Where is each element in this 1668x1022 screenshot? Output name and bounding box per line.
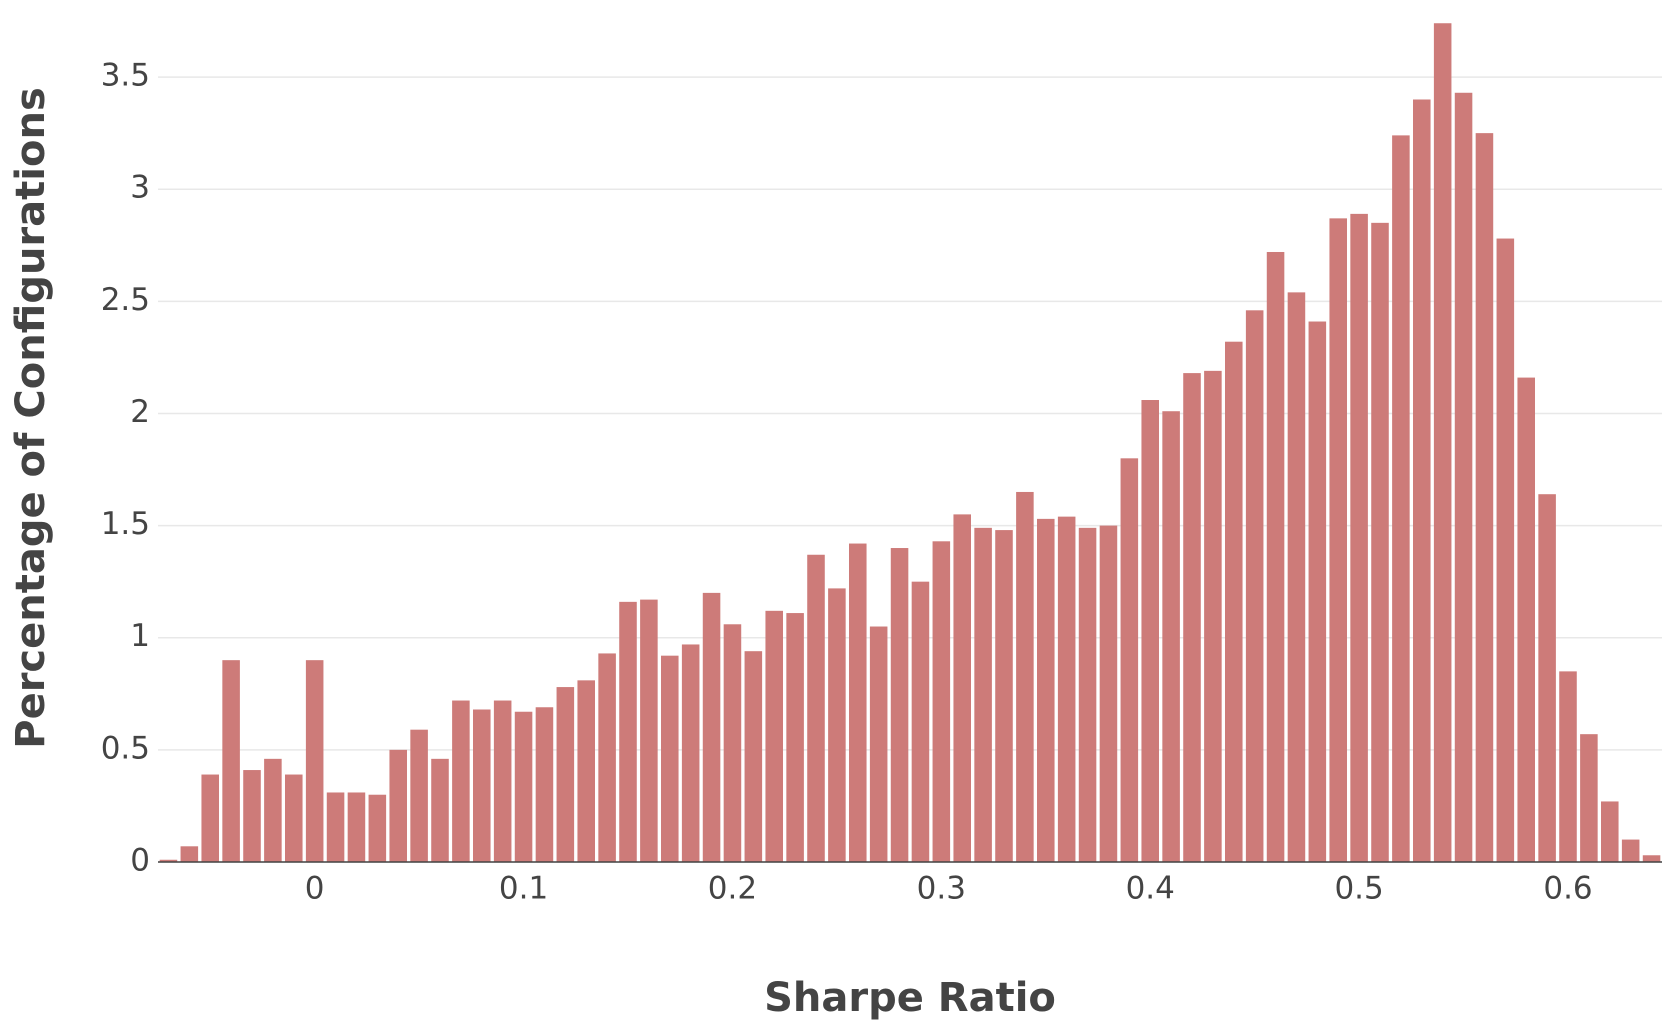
bar (243, 770, 261, 862)
bar (535, 707, 554, 862)
bar (368, 794, 387, 862)
bar (1601, 801, 1619, 862)
bar (1057, 516, 1076, 862)
bar (180, 846, 199, 862)
bar (1538, 494, 1556, 862)
bar (1454, 92, 1473, 863)
bar (1266, 251, 1285, 863)
bar (556, 687, 575, 862)
bar (1078, 527, 1097, 862)
y-tick-label: 0.5 (101, 730, 150, 766)
bar (786, 613, 804, 862)
bar (911, 581, 930, 862)
bar (473, 709, 491, 862)
bar (1350, 213, 1368, 863)
bar (723, 624, 742, 862)
y-axis-title: Percentage of Configurations (8, 87, 54, 748)
bar (1496, 238, 1515, 862)
x-axis-title: Sharpe Ratio (764, 975, 1056, 1021)
bar (995, 530, 1013, 862)
bar (1392, 135, 1410, 863)
bar (577, 680, 595, 862)
bar (765, 610, 783, 862)
bar (1183, 373, 1201, 862)
bar (493, 700, 512, 862)
bar (1559, 671, 1577, 862)
bar (1621, 839, 1640, 862)
bar (1016, 491, 1034, 862)
bar (681, 644, 700, 862)
x-tick-label: 0.3 (917, 871, 966, 907)
bar (807, 554, 825, 862)
bar (1141, 400, 1159, 862)
bar (869, 626, 888, 862)
y-tick-label: 3 (130, 170, 150, 206)
bar (222, 660, 240, 862)
bar (661, 655, 679, 862)
bar (953, 514, 971, 862)
bar (932, 541, 951, 862)
bar (389, 749, 407, 862)
y-tick-label: 1.5 (101, 506, 150, 542)
x-tick-label: 0.4 (1126, 871, 1175, 907)
bar (1413, 99, 1431, 862)
bar (326, 792, 345, 862)
bar (285, 774, 303, 862)
bar (1308, 321, 1327, 862)
x-tick-label: 0.2 (708, 871, 757, 907)
bar (1433, 23, 1452, 862)
y-tick-label: 3.5 (101, 58, 150, 94)
x-tick-label: 0.6 (1543, 871, 1592, 907)
bar (1120, 458, 1139, 862)
bar (890, 548, 909, 862)
bar (1580, 734, 1598, 862)
bar (1287, 292, 1306, 862)
bar (410, 729, 428, 862)
bar (1475, 133, 1494, 863)
bar (619, 601, 637, 862)
x-tick-label: 0 (305, 871, 325, 907)
bar (1225, 341, 1243, 863)
bar (201, 774, 219, 862)
bar (347, 792, 366, 862)
y-tick-label: 1 (130, 618, 150, 654)
bar (431, 758, 449, 862)
x-tick-label: 0.1 (499, 871, 548, 907)
bar (828, 588, 846, 862)
bar (1245, 310, 1264, 863)
bar (1162, 411, 1180, 862)
bar (1037, 518, 1055, 862)
bar (849, 543, 867, 862)
y-tick-label: 0 (130, 843, 150, 879)
bar (1099, 525, 1118, 862)
bar (1517, 377, 1535, 862)
bar (744, 651, 763, 862)
bar (702, 592, 721, 862)
bar (974, 527, 992, 862)
bar (1642, 855, 1661, 862)
bar (159, 859, 178, 862)
y-tick-label: 2 (130, 394, 150, 430)
bar (598, 653, 616, 862)
bar (452, 700, 470, 862)
bar (514, 711, 533, 862)
bar (305, 660, 324, 862)
bar (640, 599, 658, 862)
x-tick-label: 0.5 (1334, 871, 1383, 907)
bar (1204, 370, 1222, 862)
bar (1371, 222, 1389, 863)
bar (264, 758, 282, 862)
bar (1329, 218, 1347, 862)
y-tick-label: 2.5 (101, 282, 150, 318)
